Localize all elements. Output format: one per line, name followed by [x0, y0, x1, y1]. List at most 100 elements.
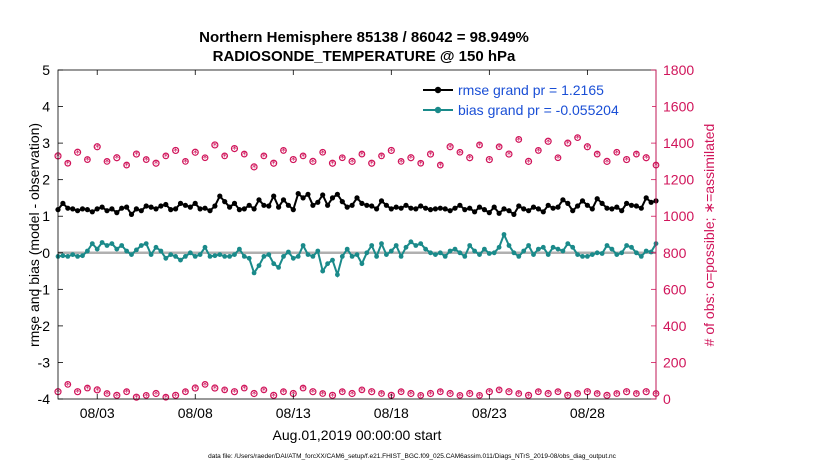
legend-rmse-marker: [434, 86, 442, 94]
rmse-point: [540, 209, 546, 215]
legend-bias-label: bias grand pr = -0.055204: [458, 102, 619, 118]
obs-possible-point: [593, 390, 601, 397]
obs-possible-point: [64, 159, 72, 167]
rmse-point: [457, 202, 463, 208]
obs-possible-point: [564, 391, 572, 399]
obs-assimilated-point: *: [467, 154, 472, 165]
rmse-point: [310, 202, 316, 208]
rmse-point: [594, 196, 600, 202]
obs-assimilated-point: *: [252, 390, 257, 401]
bias-point: [506, 243, 512, 248]
bias-point: [536, 246, 541, 252]
rmse-point: [276, 204, 282, 210]
bias-point: [477, 252, 482, 257]
bias-point: [339, 254, 345, 259]
rmse-point: [476, 204, 483, 210]
bias-point: [589, 252, 595, 257]
y-left-tick-label: 5: [42, 62, 50, 78]
rmse-point: [344, 204, 350, 210]
obs-possible-point: [113, 391, 121, 399]
obs-assimilated-point: *: [95, 143, 100, 154]
obs-possible-point: [328, 391, 337, 399]
rmse-point: [550, 205, 556, 211]
legend: rmse grand pr = 1.2165 bias grand pr = -…: [416, 75, 652, 121]
bias-point: [648, 249, 654, 255]
y-right-tick-label: 600: [663, 281, 687, 297]
obs-possible-point: [476, 141, 483, 149]
bias-point: [261, 254, 267, 259]
bias-point: [148, 252, 154, 257]
obs-possible-point: [250, 389, 258, 398]
obs-possible-point: [436, 161, 444, 169]
obs-assimilated-point: *: [65, 159, 70, 170]
y-left-tick-label: 1: [42, 208, 50, 224]
bias-point: [423, 246, 428, 252]
obs-possible-point: [191, 384, 199, 392]
obs-assimilated-point: *: [467, 390, 472, 401]
obs-assimilated-point: *: [75, 148, 80, 159]
bias-point: [472, 248, 477, 254]
obs-possible-point: [270, 391, 278, 399]
rmse-point: [261, 202, 267, 208]
rmse-point: [197, 206, 203, 212]
bias-point: [575, 252, 580, 257]
obs-possible-point: [446, 143, 454, 151]
bias-point: [256, 263, 262, 268]
obs-possible-point: [456, 391, 464, 399]
obs-possible-point: [554, 388, 562, 396]
obs-assimilated-point: *: [222, 152, 227, 163]
obs-possible-point: [574, 134, 581, 142]
x-tick-label: 08/03: [80, 405, 115, 421]
obs-possible-point: [632, 390, 640, 397]
obs-possible-point: [142, 391, 150, 399]
obs-possible-point: [466, 389, 474, 398]
rmse-point: [241, 206, 247, 212]
rmse-point: [94, 206, 100, 212]
rmse-point: [628, 202, 635, 208]
rmse-point: [491, 204, 497, 210]
bias-point: [183, 254, 188, 259]
bias-point: [335, 272, 340, 278]
obs-assimilated-point: *: [261, 152, 266, 163]
bias-point: [344, 246, 350, 252]
obs-assimilated-point: *: [105, 157, 110, 168]
obs-possible-point: [338, 388, 346, 396]
rmse-point: [295, 191, 301, 197]
bias-point: [207, 254, 213, 259]
obs-assimilated-point: *: [536, 388, 541, 399]
obs-assimilated-point: *: [124, 161, 129, 172]
bias-point: [330, 257, 335, 263]
rmse-point: [633, 203, 640, 209]
rmse-point: [187, 204, 193, 210]
bias-point: [197, 252, 203, 257]
obs-possible-point: [64, 380, 72, 388]
obs-assimilated-point: *: [232, 388, 237, 399]
obs-possible-point: [132, 393, 141, 401]
bias-point: [217, 252, 223, 257]
obs-possible-point: [299, 384, 307, 392]
obs-assimilated-point: *: [212, 141, 217, 152]
rmse-point: [521, 206, 527, 212]
obs-possible-point: [132, 150, 141, 158]
obs-possible-point: [270, 159, 278, 167]
bias-point: [609, 246, 615, 252]
bias-point: [447, 248, 453, 254]
bias-point: [232, 252, 237, 257]
obs-possible-point: [250, 163, 258, 171]
obs-assimilated-point: *: [173, 391, 178, 402]
obs-possible-point: [240, 150, 248, 158]
obs-assimilated-point: *: [105, 390, 110, 401]
obs-possible-point: [466, 154, 474, 162]
obs-assimilated-point: *: [252, 163, 257, 174]
obs-possible-point: [201, 380, 209, 388]
bias-point: [550, 244, 556, 250]
bias-point: [511, 250, 517, 256]
obs-assimilated-point: *: [418, 159, 423, 170]
bias-point: [222, 254, 228, 259]
bias-point: [452, 246, 458, 252]
bias-point: [643, 248, 649, 254]
y-right-tick-label: 1600: [663, 99, 694, 115]
obs-possible-point: [613, 148, 621, 156]
rmse-point: [192, 200, 198, 206]
legend-box: [416, 75, 652, 121]
